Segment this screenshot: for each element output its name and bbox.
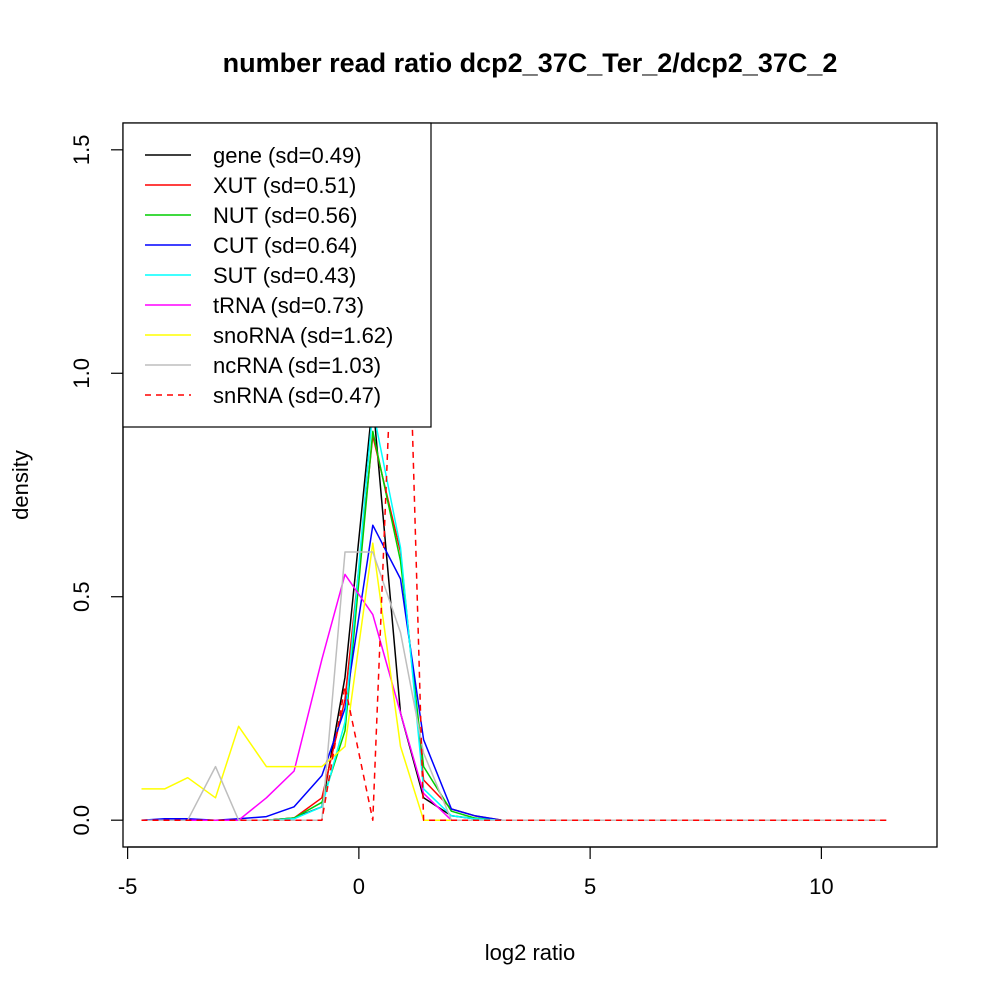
- y-axis-label: density: [8, 450, 33, 520]
- series-line-1: [141, 435, 887, 821]
- legend-label-4: SUT (sd=0.43): [213, 263, 356, 288]
- series-line-6: [141, 542, 887, 821]
- legend-label-6: snoRNA (sd=1.62): [213, 323, 393, 348]
- series-line-0: [141, 399, 887, 821]
- series-line-5: [141, 573, 887, 821]
- series-layer: [141, 399, 887, 821]
- series-line-3: [141, 524, 887, 821]
- series-line-4: [141, 408, 887, 821]
- x-tick-label: -5: [118, 874, 138, 899]
- series-line-2: [141, 430, 887, 821]
- legend-label-5: tRNA (sd=0.73): [213, 293, 364, 318]
- axes-layer: -5 0 5 10 0.0 0.5 1.0 1.5: [69, 135, 834, 899]
- x-tick-label: 5: [584, 874, 596, 899]
- legend-label-7: ncRNA (sd=1.03): [213, 353, 381, 378]
- series-line-8: [141, 417, 887, 821]
- legend-label-2: NUT (sd=0.56): [213, 203, 357, 228]
- legend-label-1: XUT (sd=0.51): [213, 173, 356, 198]
- x-axis-label: log2 ratio: [485, 940, 576, 965]
- y-tick-label: 0.0: [69, 805, 94, 836]
- x-tick-label: 0: [353, 874, 365, 899]
- x-tick-label: 10: [809, 874, 833, 899]
- y-tick-label: 1.5: [69, 135, 94, 166]
- chart-title: number read ratio dcp2_37C_Ter_2/dcp2_37…: [223, 48, 838, 78]
- series-line-7: [141, 551, 887, 821]
- legend-label-0: gene (sd=0.49): [213, 143, 362, 168]
- y-tick-label: 1.0: [69, 358, 94, 389]
- legend-label-8: snRNA (sd=0.47): [213, 383, 381, 408]
- legend: gene (sd=0.49) XUT (sd=0.51) NUT (sd=0.56)…: [122, 122, 432, 428]
- y-tick-label: 0.5: [69, 581, 94, 612]
- legend-label-3: CUT (sd=0.64): [213, 233, 357, 258]
